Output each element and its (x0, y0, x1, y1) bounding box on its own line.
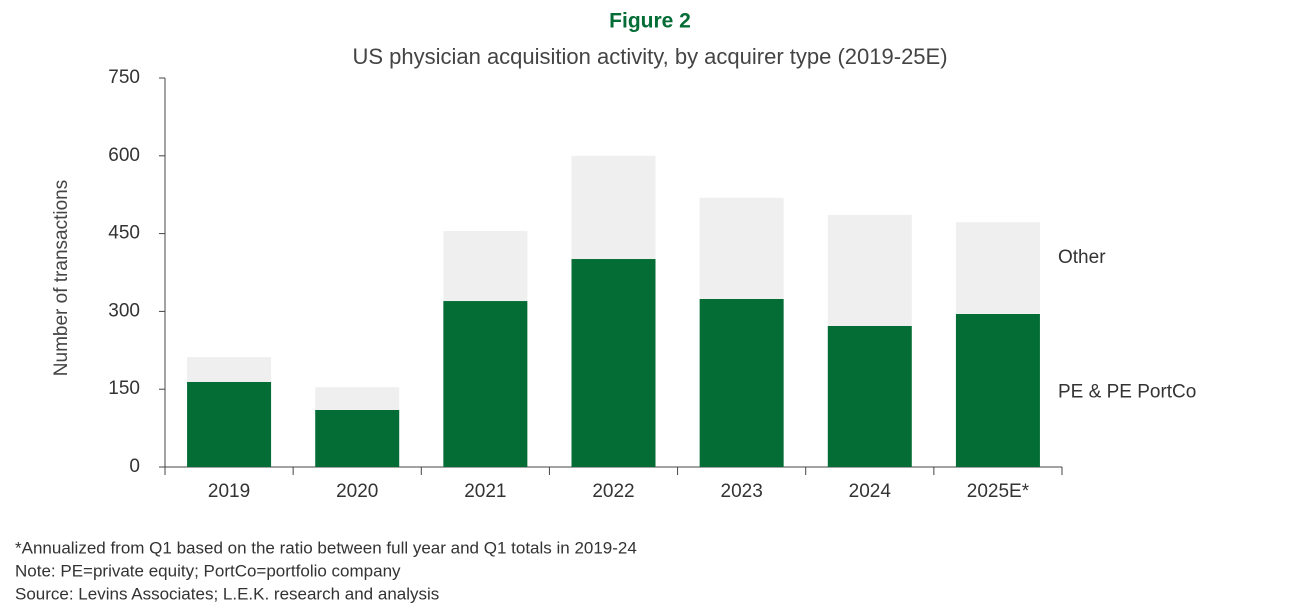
bar-segment (571, 155, 656, 260)
bar-segment (187, 381, 272, 467)
chart-title: US physician acquisition activity, by ac… (352, 44, 947, 69)
x-tick-label: 2024 (849, 481, 892, 502)
x-tick-label: 2022 (592, 481, 634, 502)
bar-segment (955, 222, 1040, 314)
y-tick-label: 600 (108, 145, 140, 166)
x-tick-label: 2021 (464, 481, 506, 502)
bar-segment (827, 214, 912, 326)
y-tick-label: 0 (129, 456, 140, 477)
bar-segment (955, 313, 1040, 467)
y-axis-title: Number of transactions (51, 180, 72, 376)
x-tick-label: 2020 (336, 481, 378, 502)
footnote: Note: PE=private equity; PortCo=portfoli… (15, 561, 401, 580)
x-tick-label: 2023 (721, 481, 763, 502)
bar-segment (699, 298, 784, 467)
bar-segment (443, 301, 528, 467)
footnote: *Annualized from Q1 based on the ratio b… (15, 538, 637, 557)
bar-segment (315, 409, 400, 467)
y-tick-label: 300 (108, 300, 140, 321)
y-tick-label: 750 (108, 67, 140, 88)
footnote: Source: Levins Associates; L.E.K. resear… (15, 584, 439, 603)
legend-label: PE & PE PortCo (1058, 382, 1196, 403)
y-tick-label: 150 (108, 378, 140, 399)
bar-segment (571, 259, 656, 467)
bar-segment (443, 231, 528, 302)
x-tick-label: 2019 (208, 481, 250, 502)
y-tick-label: 450 (108, 223, 140, 244)
figure-label: Figure 2 (609, 10, 691, 33)
bar-segment (827, 325, 912, 467)
x-tick-label: 2025E* (967, 481, 1030, 502)
bar-segment (315, 387, 400, 410)
legend-label: Other (1058, 247, 1106, 268)
bar-segment (699, 197, 784, 299)
bar-segment (187, 357, 272, 382)
